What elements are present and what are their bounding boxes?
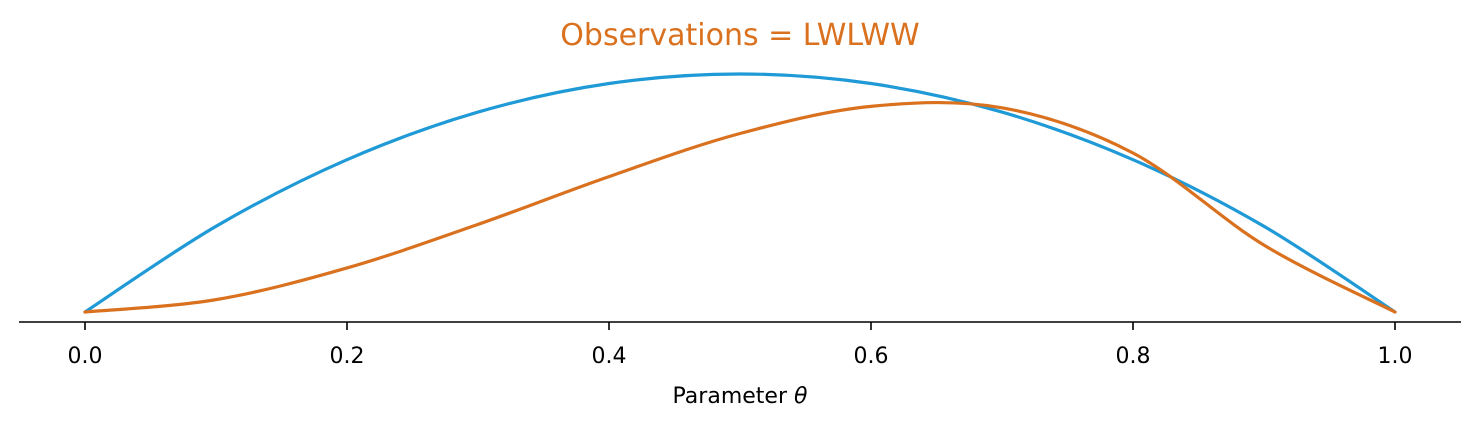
x-ticks: 0.0 0.2 0.4 0.6 0.8 1.0 — [68, 322, 1413, 369]
x-axis-label-prefix: Parameter — [673, 384, 794, 409]
x-axis-label-symbol: θ — [794, 384, 808, 409]
chart-title: Observations = LWLWW — [560, 18, 919, 53]
x-tick-label: 0.4 — [592, 344, 627, 369]
x-tick-label: 1.0 — [1378, 344, 1413, 369]
x-tick-label: 0.0 — [68, 344, 103, 369]
series-line-2 — [83, 100, 1397, 314]
x-tick-label: 0.8 — [1116, 344, 1151, 369]
series-group — [83, 72, 1397, 314]
x-tick-label: 0.6 — [854, 344, 889, 369]
series-line-1 — [83, 72, 1397, 314]
x-tick-label: 0.2 — [330, 344, 365, 369]
x-axis-label: Parameter θ — [673, 384, 808, 409]
